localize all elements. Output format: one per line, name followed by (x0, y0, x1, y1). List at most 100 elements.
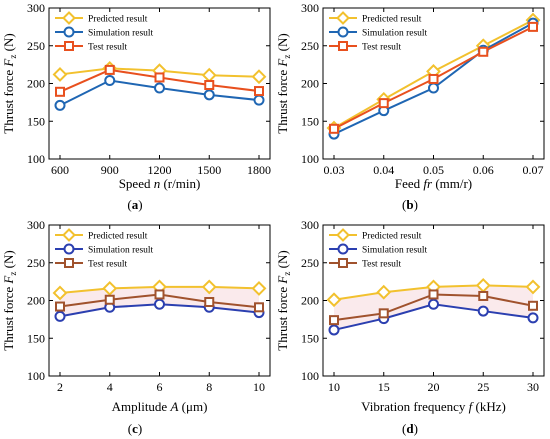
y-axis-label-symbol: F (1, 58, 16, 68)
x-tick-label: 8 (206, 380, 212, 394)
x-axis-label-symbol: A (169, 399, 178, 414)
y-tick-label: 250 (27, 256, 45, 270)
data-point (55, 86, 65, 97)
x-tick-label: 6 (157, 380, 163, 394)
data-point (428, 298, 439, 310)
data-point (478, 46, 489, 57)
y-axis-label-unit: (N) (275, 33, 290, 54)
y-tick-label: 300 (301, 1, 319, 15)
data-point (253, 94, 265, 106)
data-point (204, 80, 215, 91)
y-axis-label: Thrust force Fz (N) (275, 33, 292, 133)
x-tick-label: 1200 (148, 163, 172, 177)
data-point (201, 279, 217, 295)
x-axis-label-unit: (kHz) (472, 399, 506, 414)
panel-label: (d) (402, 421, 418, 436)
data-point (251, 69, 267, 85)
y-tick-label: 200 (27, 294, 45, 308)
legend: Predicted result Simulation result Test re… (329, 11, 428, 53)
legend-marker (62, 11, 76, 25)
x-axis-label-symbol: f (469, 399, 475, 414)
panel-label: (c) (128, 421, 142, 436)
y-tick-label: 100 (27, 152, 45, 166)
x-tick-label: 600 (51, 163, 69, 177)
data-point (154, 72, 165, 83)
data-point (54, 99, 66, 111)
y-axis-label-text: Thrust force (275, 67, 290, 134)
y-axis-label: Thrust force Fz (N) (1, 33, 18, 133)
x-tick-label: 10 (328, 380, 340, 394)
y-axis-label-subscript: z (282, 55, 292, 59)
legend-marker (336, 228, 350, 242)
data-point (55, 301, 65, 312)
chart-panel-b: 100 150 200 250 300 0.03 0.04 0.05 0.06 0.07 Feed … (275, 1, 545, 212)
x-axis-label-symbol: n (154, 176, 161, 191)
y-axis-label: Thrust force Fz (N) (1, 250, 18, 350)
legend-entry-label: Simulation result (362, 29, 428, 39)
y-tick-label: 300 (301, 218, 319, 232)
data-point (376, 284, 392, 300)
series-test-result (55, 289, 264, 313)
data-point (428, 289, 439, 300)
data-point (378, 98, 389, 109)
legend-marker (63, 243, 75, 255)
legend-marker (64, 41, 74, 51)
data-point (328, 324, 340, 336)
y-axis-label-subscript: z (8, 272, 18, 276)
legend-entry-label: Simulation result (362, 246, 428, 256)
x-tick-label: 0.05 (423, 163, 444, 177)
data-point (104, 74, 116, 86)
y-tick-label: 150 (301, 114, 319, 128)
legend: Predicted result Simulation result Test re… (55, 11, 154, 53)
x-axis-label: Vibration frequency f (kHz) (361, 399, 506, 414)
data-point (329, 315, 339, 326)
series-simulation-result (54, 74, 265, 111)
y-tick-label: 200 (301, 294, 319, 308)
x-axis-label-text: Amplitude (112, 399, 171, 414)
x-tick-label: 0.07 (523, 163, 544, 177)
series-test-result (55, 64, 264, 97)
y-axis-label: Thrust force Fz (N) (275, 250, 292, 350)
x-axis-label: Speed n (r/min) (119, 176, 201, 191)
x-axis-label-symbol: fr (423, 176, 433, 191)
y-tick-label: 200 (301, 77, 319, 91)
y-tick-label: 150 (27, 114, 45, 128)
y-tick-label: 150 (27, 331, 45, 345)
data-point (527, 312, 539, 324)
x-axis-label-text: Speed (119, 176, 154, 191)
data-point (326, 292, 342, 308)
data-point (154, 82, 165, 94)
legend-marker (64, 258, 74, 268)
x-tick-label: 10 (253, 380, 265, 394)
x-axis-label-text: Vibration frequency (361, 399, 469, 414)
legend-marker (337, 26, 349, 38)
legend-entry-label: Predicted result (88, 15, 148, 25)
x-tick-label: 0.03 (324, 163, 345, 177)
x-tick-label: 4 (107, 380, 113, 394)
data-point (477, 305, 489, 317)
chart-panel-a: 100 150 200 250 300 600 900 1200 1500 1800 Speed n… (1, 1, 271, 212)
data-point (52, 285, 68, 301)
data-point (104, 64, 115, 75)
legend-entry-label: Test result (88, 43, 128, 53)
data-point (104, 294, 115, 305)
chart-panel-d: 100 150 200 250 300 10 15 20 25 30 Vibration frequ… (275, 218, 545, 436)
x-axis-label-unit: (μm) (178, 399, 207, 414)
y-axis-label-text: Thrust force (275, 284, 290, 351)
y-axis-label-subscript: z (282, 272, 292, 276)
y-tick-label: 100 (301, 369, 319, 383)
legend-marker (62, 228, 76, 242)
legend-entry-label: Test result (362, 43, 402, 53)
data-point (378, 308, 389, 319)
data-point (52, 67, 68, 82)
y-axis-label-text: Thrust force (1, 67, 16, 134)
y-axis-label-unit: (N) (1, 250, 16, 271)
data-point (528, 21, 538, 32)
data-point (525, 279, 541, 295)
legend: Predicted result Simulation result Test re… (329, 228, 428, 270)
x-axis-label: Feed fr (mm/r) (395, 176, 472, 191)
data-point (254, 302, 264, 313)
series-test-result (329, 289, 538, 326)
legend: Predicted result Simulation result Test re… (55, 228, 154, 270)
